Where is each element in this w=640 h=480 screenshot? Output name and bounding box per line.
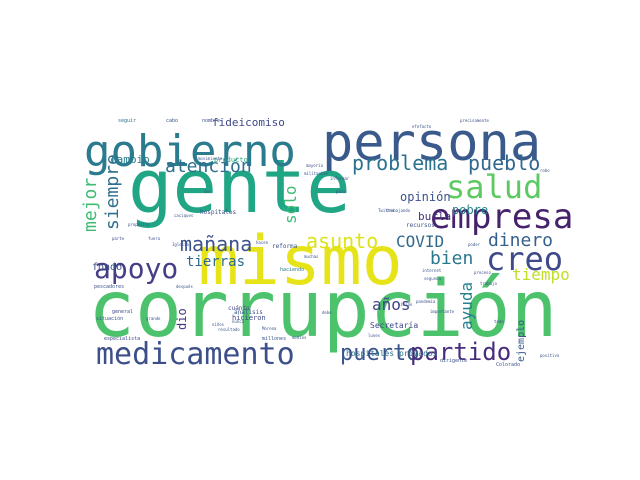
word-dinero: dinero [488,230,553,251]
word-secretaría: Secretaría [370,321,418,330]
word-toda: toda [494,319,504,324]
word-robo: robo [540,168,550,173]
word-gente: gente [128,144,351,230]
word-situación: situación [96,315,123,322]
word-parte: parte [112,236,125,241]
word-producto: producto [214,156,248,164]
word-empresa: empresa [430,197,573,237]
word-niños: niños [212,322,225,327]
word-twitter: Twitter [378,208,395,213]
word-importante: importante [430,309,455,314]
word-opinión: opinión [400,190,451,204]
word-mayoría: mayoría [306,163,323,168]
word-pueblo: pueblo [468,151,540,175]
word-caciques: caciques [174,213,194,218]
word-asunto: asunto [306,229,378,253]
word-ayuda: ayuda [457,282,476,330]
word-dio: dio [175,308,189,330]
word-segunda: segunda [424,276,441,281]
word-puerto: puerto [340,341,419,366]
word-propósito: propósito [128,222,150,227]
word-internet: internet [422,268,442,273]
word-cabo: cabo [166,118,178,124]
word-partido: partido [410,338,511,366]
word-reforma: reforma [272,243,298,250]
word-cambio: cambio [110,153,150,166]
word-movimiento: movimiento [198,156,223,161]
word-pescadores: pescadores [94,284,124,290]
word-país: país [336,189,346,194]
word-millones: millones [262,336,286,342]
word-pandemia: pandemia [416,299,436,304]
word-creo: creo [486,240,563,278]
word-colorado: Colorado [496,362,520,368]
word-hospitales: hospitales [200,209,237,216]
word-después: después [176,284,193,289]
word-medios: medios [292,335,307,340]
word-problema: problema [352,151,448,175]
word-gobierno: gobierno [84,126,296,177]
word-mejor: mejor [80,178,101,232]
word-proceso: proceso [474,270,491,275]
word-precisamente: precisamente [460,118,489,123]
word-trabajando: trabajando [386,208,411,213]
word-sólo: sólo [281,185,300,224]
word-seguir: seguir [118,118,136,124]
word-cuánto: cuánto [228,305,250,312]
word-especialista: especialista [104,336,140,342]
word-debe: debe [322,310,332,315]
word-apoyo: apoyo [94,252,178,285]
word-fondo: fondo [92,262,122,273]
word-visión: visión [398,302,413,307]
word-covid: COVID [396,232,444,251]
word-mañana: mañana [180,232,252,256]
word-general: general [112,309,133,315]
word-corrupción: corrupción [88,265,558,355]
word-hicieron: hicieron [232,314,266,322]
word-bien: bien [430,248,473,269]
word-dar: dar [204,189,212,194]
word-haciendo: haciendo [280,267,304,273]
word-atención: atención [165,156,252,177]
word-muchas: muchas [304,254,319,259]
word-grande: grande [146,316,161,321]
word-tierras: tierras [186,254,245,270]
word-positivo: positivo [540,353,560,358]
word-salud: salud [446,168,542,206]
word-trabajo: trabajo [480,281,497,286]
word-resultado: resultado [218,327,240,332]
word-mismo: mismo [198,222,403,301]
word-persona: persona [322,113,541,173]
word-lunes: lunes [368,333,381,338]
word-iglesia: Iglesia [172,242,189,247]
word-efefacto: efefacto [412,124,432,129]
word-siempre: siempre [102,154,123,230]
word-fuera: fuera [148,236,161,241]
word-informar: informar [330,176,350,181]
word-pobre: pobre [452,203,488,217]
word-poder: poder [468,242,481,247]
word-nunca: nunca [232,319,245,324]
word-morena: Morena [262,326,277,331]
word-ejemplo: ejemplo [516,320,527,362]
word-medicamento: medicamento [96,337,295,372]
word-recursos: recursos [406,222,435,229]
word-militantes: militantes [304,171,329,176]
word-fideicomiso: fideicomiso [212,116,285,129]
word-tiempo: tiempo [512,265,570,284]
word-burla: burla [418,210,451,223]
word-cloud-background [82,112,576,370]
word-nombre: nombre [202,118,220,124]
word-hospitales-privados: hospitales privados [346,349,438,358]
word-dirigente: dirigente [440,358,467,364]
word-hacen: hacen [256,240,269,245]
word-años: años [372,295,411,314]
word-análisis: análisis [234,309,263,316]
